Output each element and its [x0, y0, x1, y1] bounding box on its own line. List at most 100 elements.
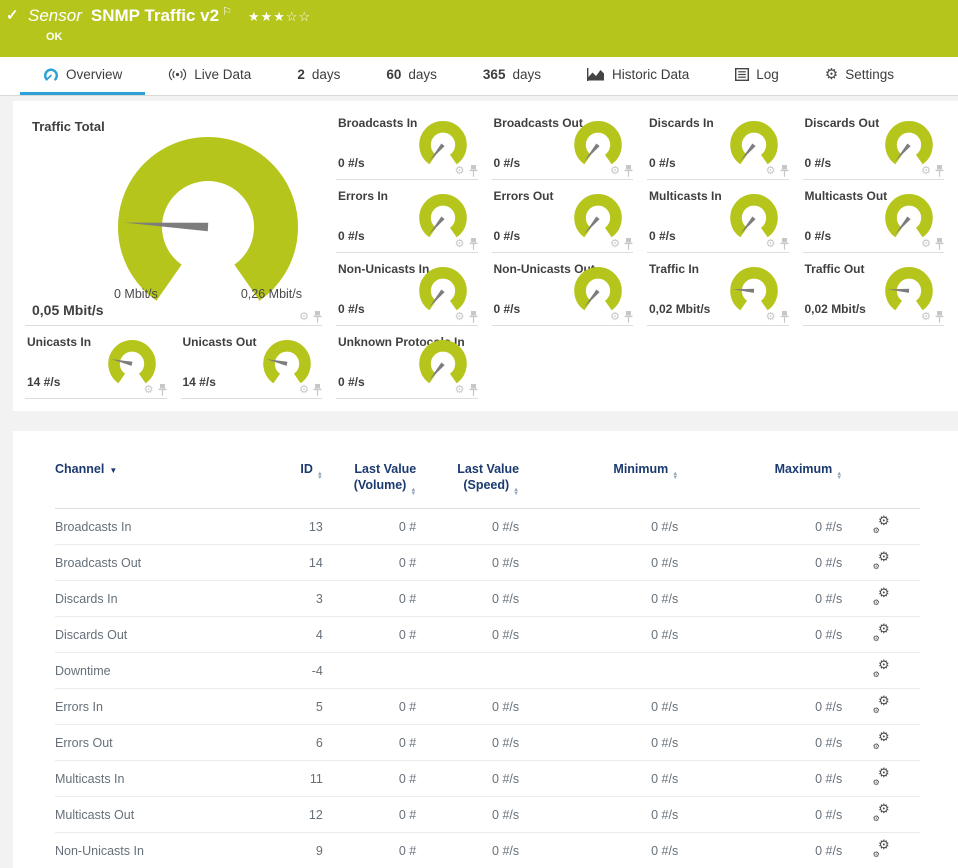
- cell-minimum: 0 #/s: [519, 833, 678, 868]
- gauge-pin-icon[interactable]: [158, 384, 167, 396]
- gauge-dial: [882, 193, 936, 240]
- gauge-errors-out: Errors Out 0 #/s ⚙: [492, 180, 634, 253]
- priority-stars[interactable]: ★★★☆☆: [248, 7, 311, 27]
- gauge-settings-gear-icon[interactable]: ⚙: [610, 166, 620, 177]
- gauge-settings-gear-icon[interactable]: ⚙: [610, 312, 620, 323]
- gauge-settings-gear-icon[interactable]: ⚙: [921, 239, 931, 250]
- gauge-settings-gear-icon[interactable]: ⚙: [299, 312, 309, 323]
- gauge-settings-gear-icon[interactable]: ⚙: [921, 166, 931, 177]
- channel-settings-icon[interactable]: ⚙ ⚙: [873, 806, 890, 820]
- gauge-settings-gear-icon[interactable]: ⚙: [455, 239, 465, 250]
- gauge-title: Discards Out: [805, 116, 880, 130]
- gauge-value: 14 #/s: [183, 375, 216, 389]
- status-badge: OK: [46, 31, 958, 43]
- gauge-pin-icon[interactable]: [935, 165, 944, 177]
- gauge-settings-gear-icon[interactable]: ⚙: [766, 166, 776, 177]
- gauge-title: Errors In: [338, 189, 388, 203]
- channel-table: Channel▼ ID▲▼ Last Value (Volume)▲▼ Last…: [55, 447, 920, 868]
- gauge-errors-in: Errors In 0 #/s ⚙: [336, 180, 478, 253]
- gauge-value: 0 #/s: [649, 156, 676, 170]
- gauge-title: Discards In: [649, 116, 714, 130]
- cell-id: 11: [245, 761, 323, 797]
- gauge-settings-gear-icon[interactable]: ⚙: [766, 312, 776, 323]
- gauge-value: 0 #/s: [805, 156, 832, 170]
- tab-settings[interactable]: ⚙ Settings: [802, 57, 917, 95]
- gauge-pin-icon[interactable]: [780, 311, 789, 323]
- gauge-value: 0 #/s: [649, 229, 676, 243]
- channel-settings-icon[interactable]: ⚙ ⚙: [873, 770, 890, 784]
- gauge-pin-icon[interactable]: [780, 238, 789, 250]
- gauge-value: 0 #/s: [805, 229, 832, 243]
- gauge-settings-gear-icon[interactable]: ⚙: [610, 239, 620, 250]
- gauge-pin-icon[interactable]: [313, 311, 322, 323]
- gauge-dial: [727, 120, 781, 167]
- gauge-dial: [882, 120, 936, 167]
- gauge-pin-icon[interactable]: [469, 311, 478, 323]
- gauge-settings-gear-icon[interactable]: ⚙: [455, 166, 465, 177]
- cell-last-value-volume: 0 #: [323, 545, 416, 581]
- gauge-title: Multicasts Out: [805, 189, 888, 203]
- cell-last-value-speed: [416, 653, 519, 689]
- channel-settings-icon[interactable]: ⚙ ⚙: [873, 590, 890, 604]
- channel-settings-icon[interactable]: ⚙ ⚙: [873, 554, 890, 568]
- sort-toggle-icon[interactable]: ▲▼: [836, 472, 842, 480]
- gauge-dial: [260, 339, 314, 386]
- sort-toggle-icon[interactable]: ▲▼: [672, 472, 678, 480]
- column-header-label: (Volume): [354, 478, 407, 492]
- column-header-last-value-volume[interactable]: Last Value (Volume)▲▼: [323, 447, 416, 509]
- gauge-pin-icon[interactable]: [313, 384, 322, 396]
- tab-live-data[interactable]: Live Data: [145, 57, 274, 95]
- gauge-settings-gear-icon[interactable]: ⚙: [921, 312, 931, 323]
- column-header-maximum[interactable]: Maximum▲▼: [678, 447, 842, 509]
- gauge-pin-icon[interactable]: [624, 311, 633, 323]
- gauge-pin-icon[interactable]: [935, 238, 944, 250]
- gauge-pin-icon[interactable]: [935, 311, 944, 323]
- tab-60-days[interactable]: 60 days: [363, 57, 460, 95]
- channel-settings-icon[interactable]: ⚙ ⚙: [873, 734, 890, 748]
- column-header-label: Last Value: [323, 461, 416, 477]
- channel-settings-icon[interactable]: ⚙ ⚙: [873, 698, 890, 712]
- gauge-pin-icon[interactable]: [469, 384, 478, 396]
- cell-channel: Errors Out: [55, 725, 245, 761]
- column-header-last-value-speed[interactable]: Last Value (Speed)▲▼: [416, 447, 519, 509]
- cell-last-value-speed: 0 #/s: [416, 833, 519, 868]
- channel-settings-icon[interactable]: ⚙ ⚙: [873, 842, 890, 856]
- table-row: Errors Out 6 0 # 0 #/s 0 #/s 0 #/s ⚙ ⚙: [55, 725, 920, 761]
- cell-last-value-speed: 0 #/s: [416, 797, 519, 833]
- gauge-pin-icon[interactable]: [469, 165, 478, 177]
- cell-minimum: 0 #/s: [519, 545, 678, 581]
- gauge-settings-gear-icon[interactable]: ⚙: [299, 385, 309, 396]
- gauge-pin-icon[interactable]: [624, 238, 633, 250]
- column-header-minimum[interactable]: Minimum▲▼: [519, 447, 678, 509]
- tab-365-days[interactable]: 365 days: [460, 57, 564, 95]
- gauge-dial: [105, 339, 159, 386]
- column-header-channel[interactable]: Channel▼: [55, 447, 245, 509]
- sort-toggle-icon[interactable]: ▲▼: [513, 488, 519, 496]
- gauge-pin-icon[interactable]: [780, 165, 789, 177]
- gauge-title: Unicasts In: [27, 335, 91, 349]
- channel-settings-icon[interactable]: ⚙ ⚙: [873, 626, 890, 640]
- gauge-settings-gear-icon[interactable]: ⚙: [144, 385, 154, 396]
- channel-settings-icon[interactable]: ⚙ ⚙: [873, 662, 890, 676]
- gauge-pin-icon[interactable]: [469, 238, 478, 250]
- tab-overview[interactable]: Overview: [20, 57, 145, 95]
- cell-id: 13: [245, 509, 323, 545]
- gauge-pin-icon[interactable]: [624, 165, 633, 177]
- channel-settings-icon[interactable]: ⚙ ⚙: [873, 518, 890, 532]
- gauge-settings-gear-icon[interactable]: ⚙: [455, 385, 465, 396]
- overview-gauge-icon: [43, 68, 59, 82]
- sort-desc-icon[interactable]: ▼: [109, 466, 117, 475]
- column-header-id[interactable]: ID▲▼: [245, 447, 323, 509]
- gauge-value: 0 #/s: [338, 302, 365, 316]
- column-header-actions: [842, 447, 920, 509]
- gauge-settings-gear-icon[interactable]: ⚙: [766, 239, 776, 250]
- tab-2-days[interactable]: 2 days: [274, 57, 363, 95]
- gauge-settings-gear-icon[interactable]: ⚙: [455, 312, 465, 323]
- tab-log[interactable]: Log: [712, 57, 802, 95]
- gauge-discards-in: Discards In 0 #/s ⚙: [647, 107, 789, 180]
- sort-toggle-icon[interactable]: ▲▼: [317, 472, 323, 480]
- sort-toggle-icon[interactable]: ▲▼: [410, 488, 416, 496]
- gauge-dial: [727, 193, 781, 240]
- stars-empty: ☆☆: [286, 9, 311, 24]
- tab-historic-data[interactable]: Historic Data: [564, 57, 712, 95]
